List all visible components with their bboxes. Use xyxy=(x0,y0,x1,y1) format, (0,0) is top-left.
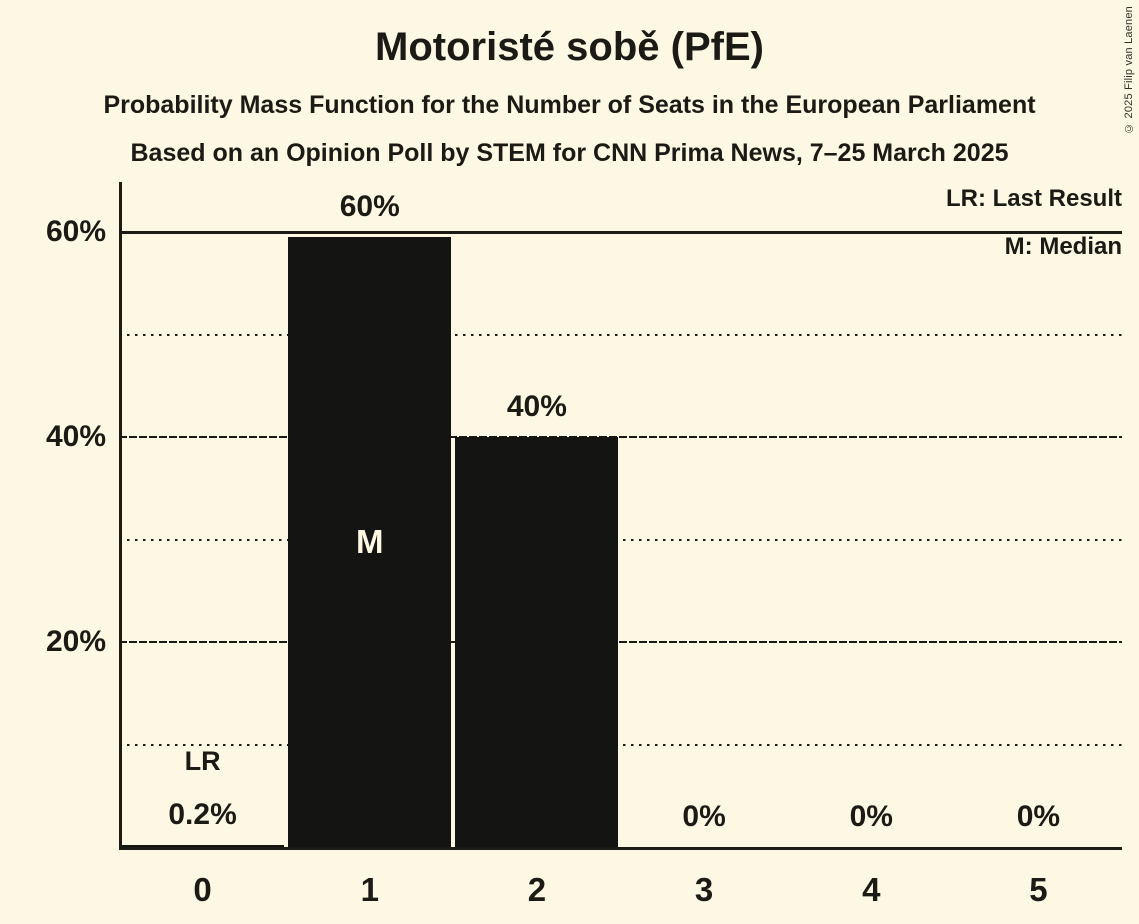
last-result-marker: LR xyxy=(184,745,221,776)
gridline-major-60 xyxy=(119,230,1122,234)
x-axis-line xyxy=(119,847,1122,850)
bar-value-label-5: 0% xyxy=(1016,800,1061,833)
x-tick-label-5: 5 xyxy=(1029,871,1048,908)
chart-title: Motoristé sobě (PfE) xyxy=(375,25,764,69)
y-axis-line xyxy=(119,182,122,850)
gridline-minor-30 xyxy=(119,538,1122,541)
median-marker: M xyxy=(356,523,384,561)
y-tick-label-40: 40% xyxy=(45,420,106,453)
gridline-minor-10 xyxy=(119,743,1122,746)
x-tick-label-2: 2 xyxy=(527,871,547,908)
bar-seats-0 xyxy=(121,844,285,847)
x-tick-label-0: 0 xyxy=(193,871,212,908)
chart-source-line: Based on an Opinion Poll by STEM for CNN… xyxy=(130,139,1009,167)
legend-median: M: Median xyxy=(1004,233,1122,260)
bar-value-label-1: 60% xyxy=(339,190,400,224)
y-tick-label-60: 60% xyxy=(45,215,106,248)
gridline-minor-50 xyxy=(119,333,1122,336)
bar-value-label-4: 0% xyxy=(849,800,893,833)
legend-last-result: LR: Last Result xyxy=(945,185,1122,212)
chart-subtitle: Probability Mass Function for the Number… xyxy=(103,91,1036,119)
bar-value-label-0: 0.2% xyxy=(168,797,237,831)
x-tick-label-1: 1 xyxy=(360,871,379,908)
x-tick-label-4: 4 xyxy=(862,871,881,908)
gridline-major-20 xyxy=(119,640,1122,643)
plot-area: 0.2% LR 60% M 40% 0% 0% 0% 0 1 2 3 4 5 xyxy=(119,182,1122,908)
bar-value-label-2: 40% xyxy=(506,390,567,423)
bar-value-label-3: 0% xyxy=(682,800,726,833)
x-tick-label-3: 3 xyxy=(694,871,714,908)
gridline-major-40 xyxy=(119,435,1122,438)
bar-seats-2 xyxy=(455,437,619,847)
y-tick-label-20: 20% xyxy=(45,625,106,658)
bar-seats-1 xyxy=(288,237,452,847)
